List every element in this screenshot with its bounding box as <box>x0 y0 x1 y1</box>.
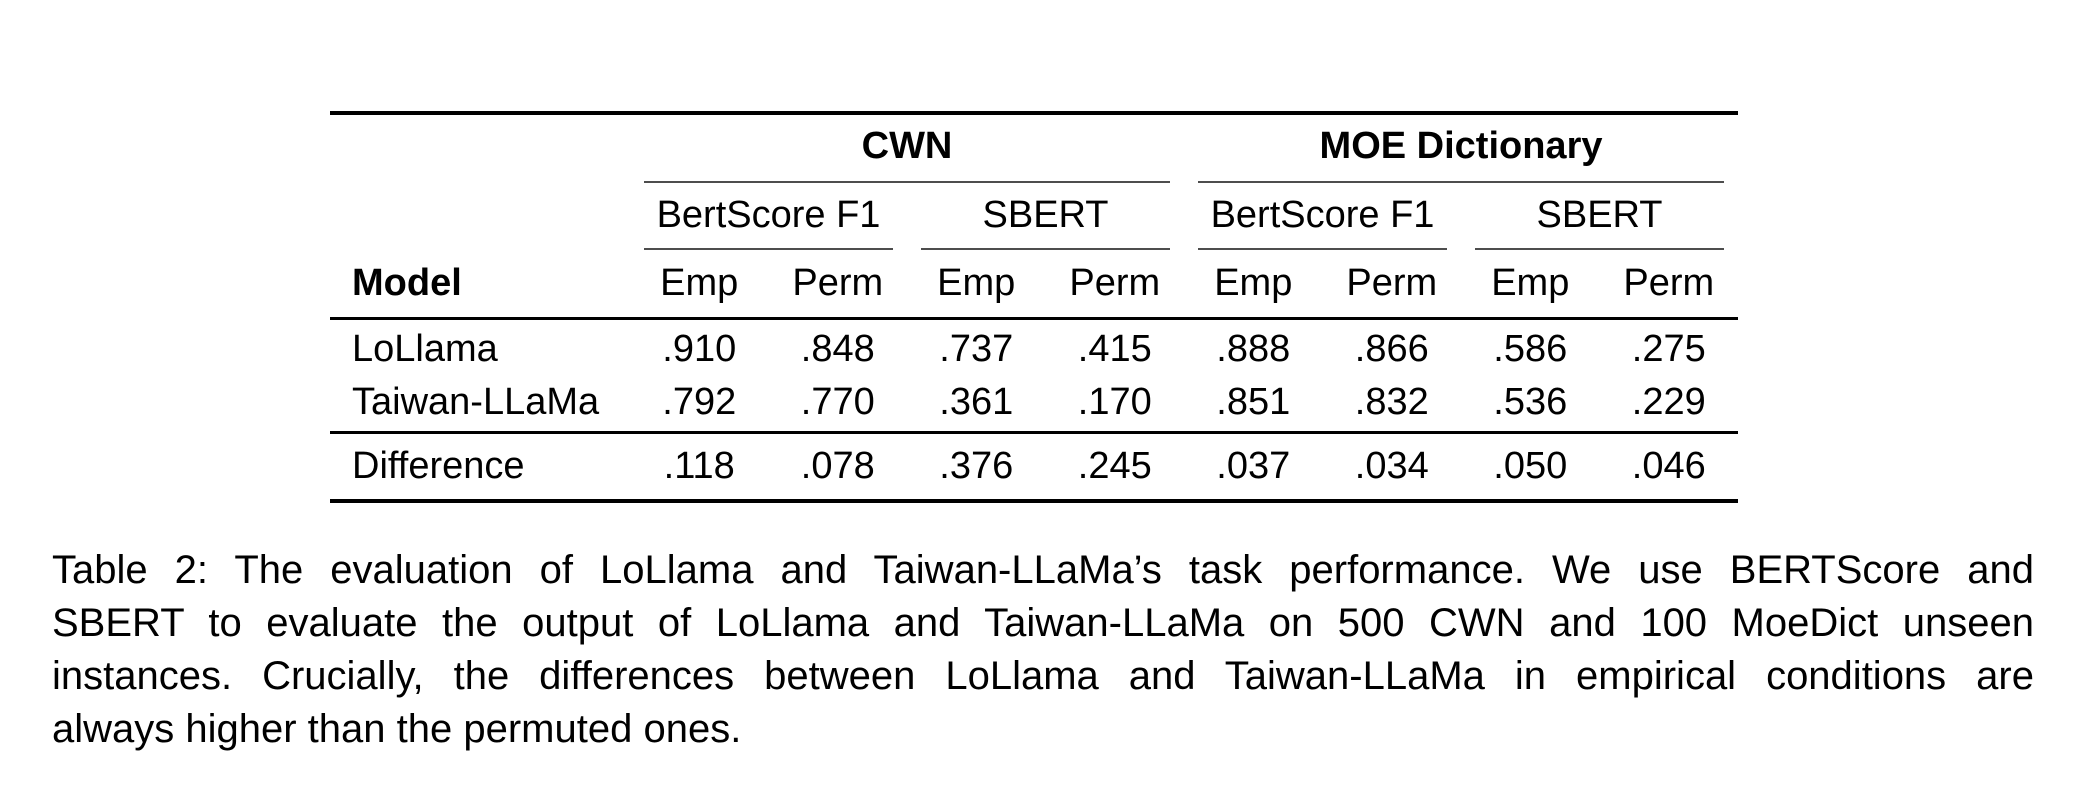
caption-line: always higher than the permuted ones. <box>52 707 742 751</box>
empty-cell <box>330 183 630 250</box>
col-header-perm: Perm <box>792 261 884 304</box>
col-header-perm: Perm <box>1623 261 1715 304</box>
value-cell: .078 <box>800 444 875 487</box>
model-column-header: Model <box>352 261 462 304</box>
col-header-emp: Emp <box>1214 261 1293 304</box>
value-cell: .275 <box>1631 328 1706 371</box>
table-row-lollama: LoLlama .910 .848 .737 .415 .888 .866 .5… <box>330 318 1738 375</box>
metric-rule <box>1198 248 1448 250</box>
row-label-lollama: LoLlama <box>352 328 498 371</box>
table-row-taiwan-llama: Taiwan-LLaMa .792 .770 .361 .170 .851 .8… <box>330 375 1738 432</box>
value-cell: .910 <box>662 328 737 371</box>
value-cell: .770 <box>800 381 875 424</box>
caption-line: instances. Crucially, the differences be… <box>52 654 2034 698</box>
table-row-difference: Difference .118 .078 .376 .245 .037 .034… <box>330 432 1738 501</box>
group-header-row: CWN MOE Dictionary <box>330 113 1738 183</box>
row-label-difference: Difference <box>352 444 525 487</box>
value-cell: .034 <box>1354 444 1429 487</box>
metric-cwn-bertscore: BertScore F1 <box>630 183 907 250</box>
caption-line: Table 2: The evaluation of LoLlama and T… <box>52 548 2034 592</box>
metric-rule <box>644 248 893 250</box>
metric-rule <box>1475 248 1725 250</box>
value-cell: .737 <box>939 328 1014 371</box>
metric-label: SBERT <box>1536 194 1663 236</box>
col-header-perm: Perm <box>1346 261 1438 304</box>
value-cell: .866 <box>1354 328 1429 371</box>
value-cell: .848 <box>800 328 875 371</box>
value-cell: .888 <box>1216 328 1291 371</box>
metric-label: SBERT <box>982 194 1109 236</box>
empty-corner-cell <box>330 113 630 183</box>
group-label-cwn: CWN <box>861 125 953 167</box>
value-cell: .245 <box>1077 444 1152 487</box>
value-cell: .536 <box>1493 381 1568 424</box>
cwn-group-rule <box>644 181 1171 183</box>
value-cell: .361 <box>939 381 1014 424</box>
value-cell: .832 <box>1354 381 1429 424</box>
row-label-taiwan-llama: Taiwan-LLaMa <box>352 381 600 424</box>
value-cell: .046 <box>1631 444 1706 487</box>
col-header-emp: Emp <box>660 261 739 304</box>
col-header-emp: Emp <box>1491 261 1570 304</box>
value-cell: .851 <box>1216 381 1291 424</box>
condition-header-row: Model Emp Perm Emp Perm Emp Perm Emp Per… <box>330 250 1739 318</box>
metric-moe-bertscore: BertScore F1 <box>1184 183 1461 250</box>
metric-header-row: BertScore F1 SBERT BertScore F1 <box>330 183 1738 250</box>
value-cell: .415 <box>1077 328 1152 371</box>
group-label-moe-dictionary: MOE Dictionary <box>1319 125 1603 167</box>
metric-label: BertScore F1 <box>656 194 881 236</box>
value-cell: .118 <box>663 444 735 487</box>
column-group-moe-dictionary: MOE Dictionary <box>1184 113 1738 183</box>
value-cell: .037 <box>1216 444 1291 487</box>
metric-rule <box>921 248 1171 250</box>
value-cell: .170 <box>1077 381 1152 424</box>
value-cell: .376 <box>939 444 1014 487</box>
moe-group-rule <box>1198 181 1725 183</box>
col-header-emp: Emp <box>937 261 1016 304</box>
value-cell: .229 <box>1631 381 1706 424</box>
metric-cwn-sbert: SBERT <box>907 183 1184 250</box>
metric-label: BertScore F1 <box>1210 194 1435 236</box>
results-table: CWN MOE Dictionary BertScore F1 <box>330 111 1739 503</box>
value-cell: .050 <box>1493 444 1568 487</box>
metric-moe-sbert: SBERT <box>1461 183 1738 250</box>
column-group-cwn: CWN <box>630 113 1184 183</box>
caption-line: SBERT to evaluate the output of LoLlama … <box>52 601 2034 645</box>
value-cell: .586 <box>1493 328 1568 371</box>
col-header-perm: Perm <box>1069 261 1161 304</box>
value-cell: .792 <box>662 381 737 424</box>
table-caption: Table 2: The evaluation of LoLlama and T… <box>52 544 2034 756</box>
